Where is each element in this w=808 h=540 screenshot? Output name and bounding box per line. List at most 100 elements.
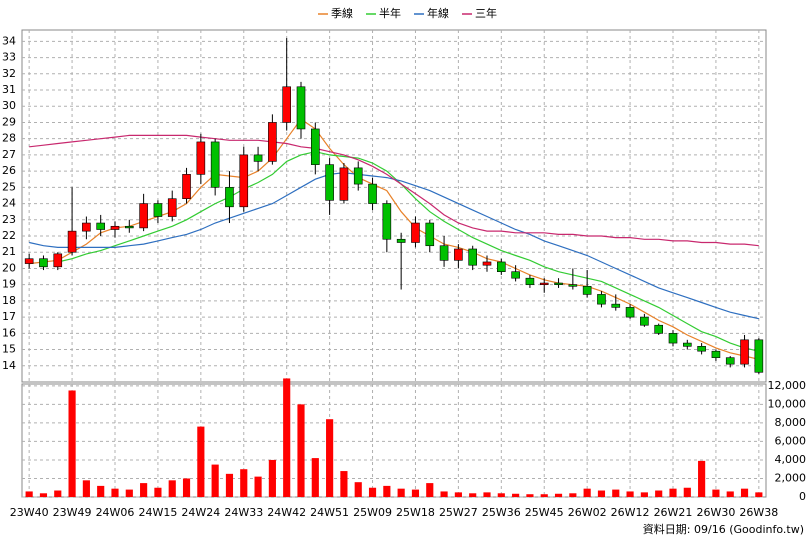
y-tick-label: 24: [2, 197, 16, 210]
y-tick-label: 28: [2, 132, 16, 145]
candle-body: [425, 222, 435, 247]
y-tick-label: 34: [2, 34, 16, 47]
volume-bar: [354, 482, 362, 497]
volume-bar: [397, 488, 405, 497]
candle-body: [67, 230, 77, 253]
candle-body: [311, 128, 320, 165]
candle-body: [24, 258, 34, 264]
y-tick-label: 29: [2, 115, 16, 128]
candle-body: [740, 339, 749, 365]
x-tick-label: 26W30: [696, 506, 735, 519]
volume-tick-label: 0: [799, 490, 806, 503]
x-tick-label: 26W38: [739, 506, 778, 519]
candle-body: [725, 357, 735, 365]
volume-tick-label: 12,000: [768, 379, 807, 392]
volume-bar: [726, 491, 734, 497]
volume-bar: [383, 485, 391, 497]
legend-label: 年線: [427, 6, 449, 20]
x-tick-label: 25W27: [439, 506, 478, 519]
volume-bar: [39, 493, 48, 497]
x-tick-label: 25W36: [482, 506, 521, 519]
legend-label: 季線: [331, 6, 353, 20]
y-tick-label: 21: [2, 245, 16, 258]
candle-body: [640, 316, 649, 326]
x-tick-label: 23W49: [53, 506, 92, 519]
candle-body: [239, 154, 249, 208]
x-tick-label: 24W24: [181, 506, 220, 519]
volume-bar: [669, 488, 677, 497]
x-tick-label: 23W40: [10, 506, 49, 519]
x-tick-label: 24W06: [96, 506, 135, 519]
volume-bar: [68, 390, 76, 497]
volume-bar: [125, 489, 133, 497]
x-tick-label: 26W02: [568, 506, 607, 519]
candle-body: [597, 294, 606, 305]
candle-body: [110, 225, 120, 230]
volume-bar: [283, 378, 291, 497]
candle-body: [353, 167, 363, 185]
volume-bar: [182, 478, 191, 497]
volume-bar: [554, 493, 563, 497]
x-tick-label: 24W15: [138, 506, 177, 519]
volume-bar: [612, 489, 620, 497]
candle-body: [396, 238, 406, 243]
volume-bar: [655, 490, 663, 497]
volume-tick-label: 6,000: [775, 434, 807, 447]
candle-body: [482, 261, 492, 266]
volume-bar: [440, 491, 448, 497]
x-tick-label: 24W33: [224, 506, 263, 519]
volume-bar: [54, 490, 62, 497]
volume-bar: [197, 426, 205, 497]
candle-body: [711, 350, 721, 358]
volume-bar: [597, 490, 606, 497]
volume-bar: [368, 487, 377, 497]
candle-body: [325, 164, 334, 201]
x-tick-label: 25W45: [525, 506, 564, 519]
volume-bar: [683, 487, 691, 497]
y-tick-label: 32: [2, 67, 16, 80]
candle-body: [497, 261, 506, 272]
y-tick-label: 16: [2, 326, 16, 339]
volume-bar: [698, 460, 706, 497]
candle-body: [196, 141, 206, 175]
volume-bar: [712, 489, 720, 497]
volume-bar: [254, 476, 262, 497]
volume-panel: [21, 383, 767, 498]
footer: 資料日期: 09/16 (Goodinfo.tw): [643, 522, 804, 536]
candle-body: [697, 346, 706, 352]
candle-body: [668, 333, 678, 344]
candle-body: [568, 284, 578, 287]
y-tick-label: 20: [2, 261, 16, 274]
volume-tick-label: 4,000: [775, 453, 807, 466]
candle-body: [411, 222, 420, 243]
y-tick-label: 26: [2, 164, 16, 177]
candle-body: [268, 122, 277, 162]
candle-body: [210, 141, 220, 188]
x-tick-label: 26W12: [611, 506, 650, 519]
volume-bar: [240, 469, 248, 497]
volume-bar: [426, 483, 434, 497]
volume-bar: [740, 488, 749, 497]
candle-body: [125, 225, 134, 229]
volume-bar: [583, 488, 591, 497]
y-tick-label: 15: [2, 343, 16, 356]
volume-bar: [111, 488, 119, 497]
volume-bar: [755, 492, 763, 497]
volume-bar: [326, 419, 334, 497]
y-tick-label: 33: [2, 51, 16, 64]
volume-bar: [497, 493, 505, 497]
volume-bar: [25, 491, 33, 497]
candle-body: [611, 303, 621, 308]
volume-tick-label: 8,000: [775, 416, 807, 429]
volume-bar: [211, 464, 219, 497]
candle-body: [454, 248, 463, 261]
volume-tick-label: 2,000: [775, 471, 807, 484]
candle-body: [654, 324, 663, 334]
candle-body: [582, 285, 592, 295]
volume-bar: [268, 459, 276, 497]
y-tick-label: 25: [2, 180, 16, 193]
volume-bar: [140, 483, 148, 497]
volume-bar: [483, 492, 491, 497]
volume-bar: [97, 485, 105, 497]
